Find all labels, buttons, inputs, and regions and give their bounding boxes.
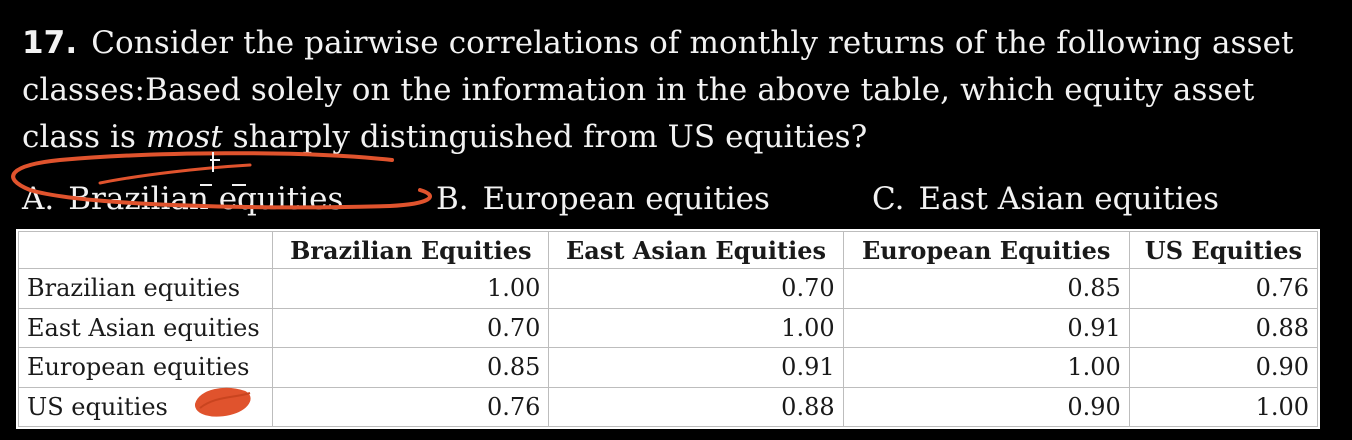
option-a-label: Brazilian equities	[68, 181, 344, 217]
header-european: European Equities	[842, 231, 1130, 269]
question-emphasis: most	[146, 119, 223, 155]
option-c[interactable]: C. East Asian equities	[872, 176, 1219, 222]
table-cell: 0.90	[842, 386, 1130, 427]
question-text-after: sharply distinguished from US equities?	[222, 119, 868, 155]
option-c-label: East Asian equities	[918, 181, 1220, 217]
row-label: East Asian equities	[17, 307, 274, 348]
table-cell: 0.85	[842, 268, 1130, 309]
table-cell: 0.88	[548, 386, 844, 427]
row-label: US equities	[17, 386, 274, 427]
table-cell: 0.70	[272, 307, 550, 348]
table-cell: 0.91	[548, 347, 844, 388]
table-cell: 1.00	[272, 268, 550, 309]
row-label: European equities	[17, 347, 274, 388]
table-cell: 1.00	[1128, 386, 1319, 427]
table-row: US equities 0.76 0.88 0.90 1.00	[17, 386, 1319, 427]
table-cell: 0.90	[1128, 347, 1319, 388]
correlation-table-container: Brazilian Equities East Asian Equities E…	[16, 229, 1320, 429]
table-cell: 1.00	[548, 307, 844, 348]
header-corner	[17, 231, 274, 269]
correlation-table: Brazilian Equities East Asian Equities E…	[17, 231, 1319, 427]
table-cell: 0.91	[842, 307, 1130, 348]
question-number: 17.	[22, 25, 78, 61]
option-a[interactable]: A. Brazilian equities	[22, 176, 343, 222]
header-brazilian: Brazilian Equities	[272, 231, 550, 269]
option-b-letter: B.	[436, 181, 469, 217]
question-text: 17. Consider the pairwise correlations of…	[22, 20, 1332, 161]
option-a-letter: A.	[22, 181, 55, 217]
option-c-letter: C.	[872, 181, 905, 217]
question-text-before: Consider the pairwise correlations of mo…	[22, 25, 1294, 155]
option-b-label: European equities	[482, 181, 770, 217]
table-cell: 0.70	[548, 268, 844, 309]
answer-options: A. Brazilian equities B. European equities…	[22, 176, 1332, 222]
table-cell: 1.00	[842, 347, 1130, 388]
table-cell: 0.76	[272, 386, 550, 427]
header-east-asian: East Asian Equities	[548, 231, 844, 269]
option-b[interactable]: B. European equities	[436, 176, 770, 222]
table-cell: 0.76	[1128, 268, 1319, 309]
row-label: Brazilian equities	[17, 268, 274, 309]
table-cell: 0.88	[1128, 307, 1319, 348]
table-header-row: Brazilian Equities East Asian Equities E…	[17, 231, 1319, 269]
table-row: European equities 0.85 0.91 1.00 0.90	[17, 347, 1319, 388]
table-row: Brazilian equities 1.00 0.70 0.85 0.76	[17, 268, 1319, 309]
table-cell: 0.85	[272, 347, 550, 388]
header-us: US Equities	[1128, 231, 1319, 269]
table-row: East Asian equities 0.70 1.00 0.91 0.88	[17, 307, 1319, 348]
